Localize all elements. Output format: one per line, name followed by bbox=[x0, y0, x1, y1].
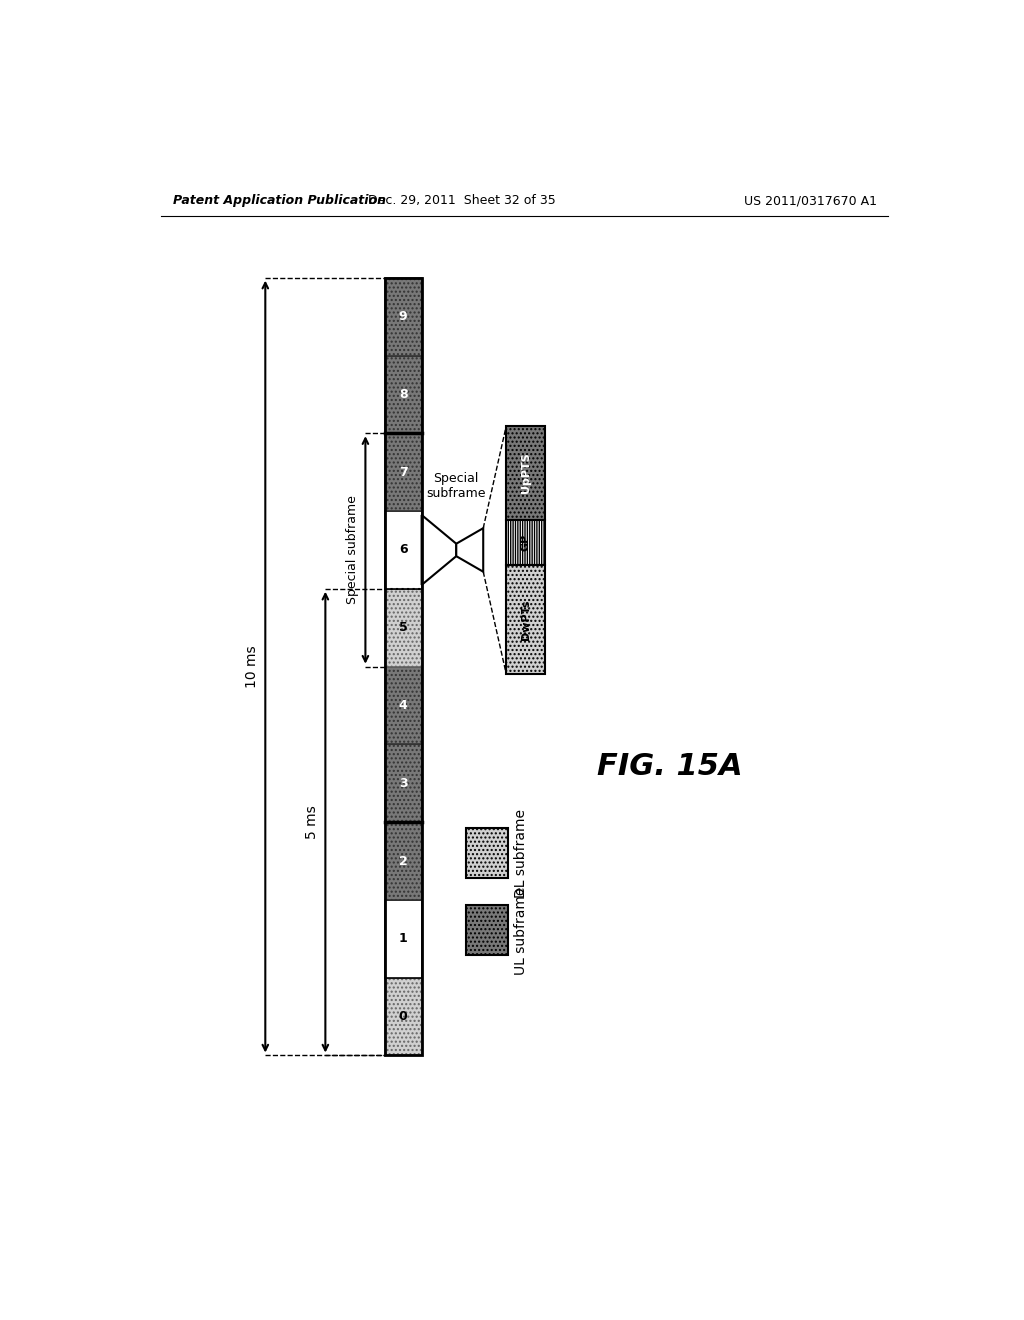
Bar bbox=[385, 511, 422, 589]
Text: US 2011/0317670 A1: US 2011/0317670 A1 bbox=[744, 194, 878, 207]
Polygon shape bbox=[457, 528, 483, 572]
Text: 0: 0 bbox=[398, 1010, 408, 1023]
Bar bbox=[385, 978, 422, 1056]
Text: 10 ms: 10 ms bbox=[245, 645, 259, 688]
Polygon shape bbox=[422, 515, 457, 585]
Bar bbox=[506, 425, 545, 520]
Text: 5 ms: 5 ms bbox=[305, 805, 319, 840]
Bar bbox=[385, 744, 422, 822]
Bar bbox=[385, 277, 422, 1056]
Bar bbox=[385, 355, 422, 433]
Bar bbox=[385, 433, 422, 511]
Bar bbox=[466, 829, 508, 878]
Text: 5: 5 bbox=[398, 622, 408, 634]
Bar bbox=[385, 277, 422, 355]
Text: Special
subframe: Special subframe bbox=[427, 471, 486, 499]
Text: DwPTs: DwPTs bbox=[520, 599, 530, 640]
Text: 4: 4 bbox=[398, 700, 408, 711]
Text: 8: 8 bbox=[398, 388, 408, 401]
Text: Dec. 29, 2011  Sheet 32 of 35: Dec. 29, 2011 Sheet 32 of 35 bbox=[368, 194, 556, 207]
Text: 1: 1 bbox=[398, 932, 408, 945]
Text: Patent Application Publication: Patent Application Publication bbox=[173, 194, 386, 207]
Bar bbox=[385, 822, 422, 900]
Text: 7: 7 bbox=[398, 466, 408, 479]
Bar bbox=[385, 900, 422, 978]
Bar bbox=[385, 667, 422, 744]
Bar bbox=[506, 565, 545, 675]
Bar bbox=[385, 589, 422, 667]
Text: UL subframe: UL subframe bbox=[514, 886, 528, 974]
Text: 9: 9 bbox=[398, 310, 408, 323]
Text: FIG. 15A: FIG. 15A bbox=[597, 752, 742, 781]
Bar bbox=[506, 520, 545, 565]
Text: 6: 6 bbox=[398, 544, 408, 557]
Text: GP: GP bbox=[520, 533, 530, 552]
Text: 2: 2 bbox=[398, 854, 408, 867]
Text: UpPTS: UpPTS bbox=[520, 453, 530, 494]
Text: DL subframe: DL subframe bbox=[514, 809, 528, 898]
Text: Special subframe: Special subframe bbox=[346, 495, 359, 605]
Text: 3: 3 bbox=[398, 776, 408, 789]
Bar bbox=[466, 906, 508, 956]
